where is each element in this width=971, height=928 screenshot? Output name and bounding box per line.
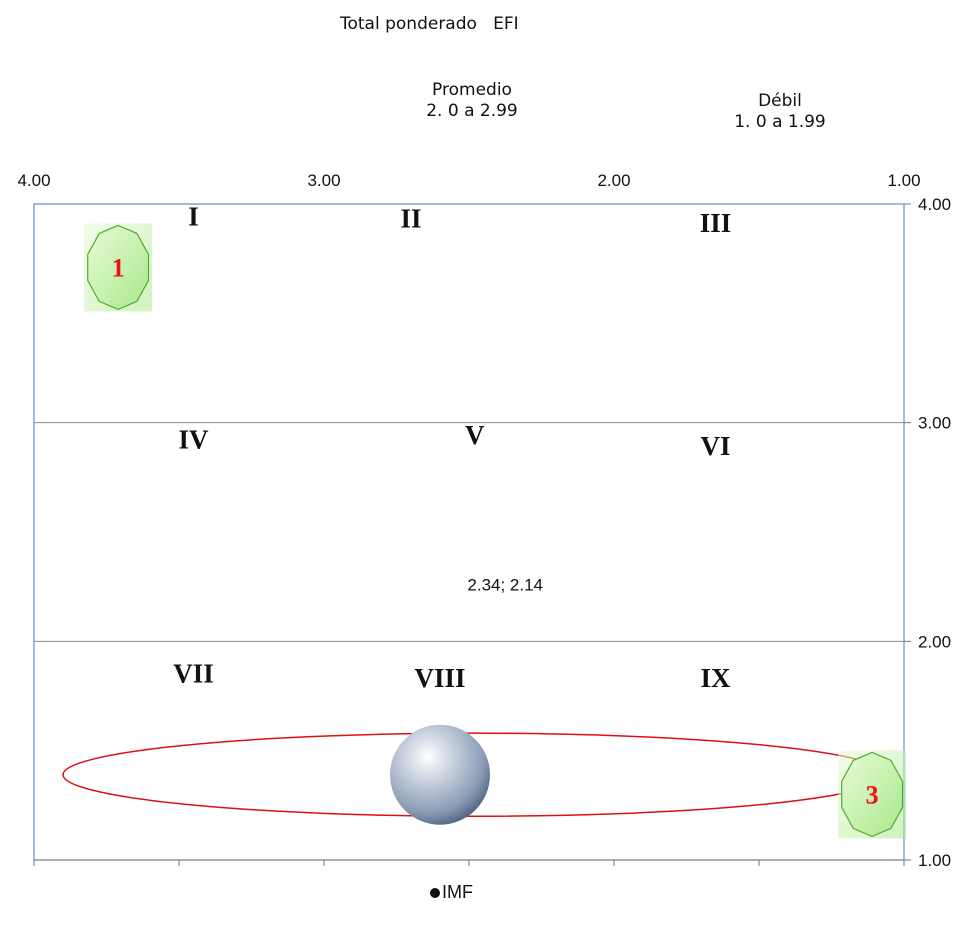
chart-title: Total ponderado EFI bbox=[340, 14, 519, 34]
cell-label-iv: IV bbox=[178, 425, 209, 455]
cell-label-v: V bbox=[465, 420, 485, 450]
y-tick-label-0: 4.00 bbox=[918, 195, 951, 214]
legend-entry-imf: IMF bbox=[442, 882, 473, 902]
cell-label-vi: VI bbox=[700, 431, 730, 461]
legend-marker-icon bbox=[430, 888, 440, 898]
badge-1-shape bbox=[87, 224, 150, 311]
badge-3: 3 bbox=[838, 750, 907, 839]
badge-3-number: 3 bbox=[866, 780, 879, 809]
x-tick-label-0: 4.00 bbox=[17, 171, 50, 190]
cell-label-viii: VIII bbox=[414, 663, 465, 693]
column-header-debil-range: 1. 0 a 1.99 bbox=[734, 112, 826, 132]
column-header-promedio-range: 2. 0 a 2.99 bbox=[426, 101, 518, 121]
badge-3-shape bbox=[841, 751, 904, 838]
badge-1-number: 1 bbox=[112, 253, 125, 282]
column-header-promedio-name: Promedio bbox=[432, 80, 512, 100]
cell-label-iii: III bbox=[700, 208, 732, 238]
cell-label-ii: II bbox=[400, 204, 421, 234]
badge-1: 1 bbox=[84, 223, 153, 312]
column-header-promedio: Promedio 2. 0 a 2.99 bbox=[392, 80, 552, 122]
x-tick-label-3: 1.00 bbox=[887, 171, 920, 190]
y-tick-label-1: 3.00 bbox=[918, 414, 951, 433]
x-tick-label-2: 2.00 bbox=[597, 171, 630, 190]
cell-label-vii: VII bbox=[173, 659, 214, 689]
column-header-debil-name: Débil bbox=[758, 91, 802, 111]
imf-sphere bbox=[390, 724, 490, 825]
column-header-debil: Débil 1. 0 a 1.99 bbox=[700, 91, 860, 133]
y-tick-label-3: 1.00 bbox=[918, 851, 951, 870]
cell-label-ix: IX bbox=[700, 663, 731, 693]
y-tick-label-2: 2.00 bbox=[918, 632, 951, 651]
cell-label-i: I bbox=[188, 202, 199, 232]
legend: IMF bbox=[430, 882, 473, 903]
imf-point-label: 2.34; 2.14 bbox=[467, 576, 543, 595]
x-tick-label-1: 3.00 bbox=[307, 171, 340, 190]
